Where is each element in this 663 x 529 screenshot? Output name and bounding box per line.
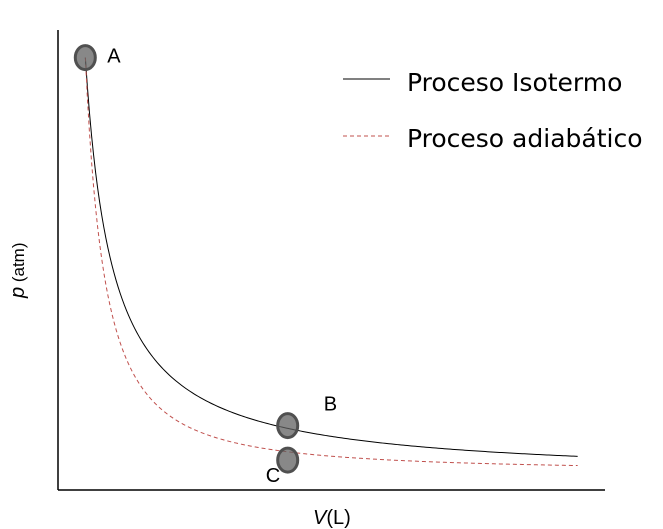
x-axis-unit: (L) bbox=[326, 507, 350, 529]
series-layer bbox=[84, 57, 578, 467]
point-marker-a bbox=[73, 44, 97, 72]
y-axis-label: p (atm) bbox=[7, 242, 29, 299]
point-label-b: B bbox=[324, 394, 337, 416]
y-axis-unit: (atm) bbox=[9, 242, 28, 286]
legend-label-adiabatico: Proceso adiabático bbox=[407, 124, 643, 153]
x-axis-label: V(L) bbox=[313, 507, 351, 529]
points-layer: A B C bbox=[73, 44, 337, 487]
point-label-a: A bbox=[107, 46, 121, 68]
series-line-isotermo bbox=[84, 57, 578, 457]
point-marker-b bbox=[276, 412, 300, 440]
point-label-c: C bbox=[266, 465, 280, 487]
point-marker-c bbox=[276, 446, 300, 474]
series-line-adiabatico bbox=[84, 57, 578, 467]
legend: Proceso Isotermo Proceso adiabático bbox=[343, 68, 643, 153]
x-axis-var: V bbox=[313, 507, 328, 529]
y-axis-var: p bbox=[7, 287, 29, 299]
legend-label-isotermo: Proceso Isotermo bbox=[407, 68, 622, 97]
